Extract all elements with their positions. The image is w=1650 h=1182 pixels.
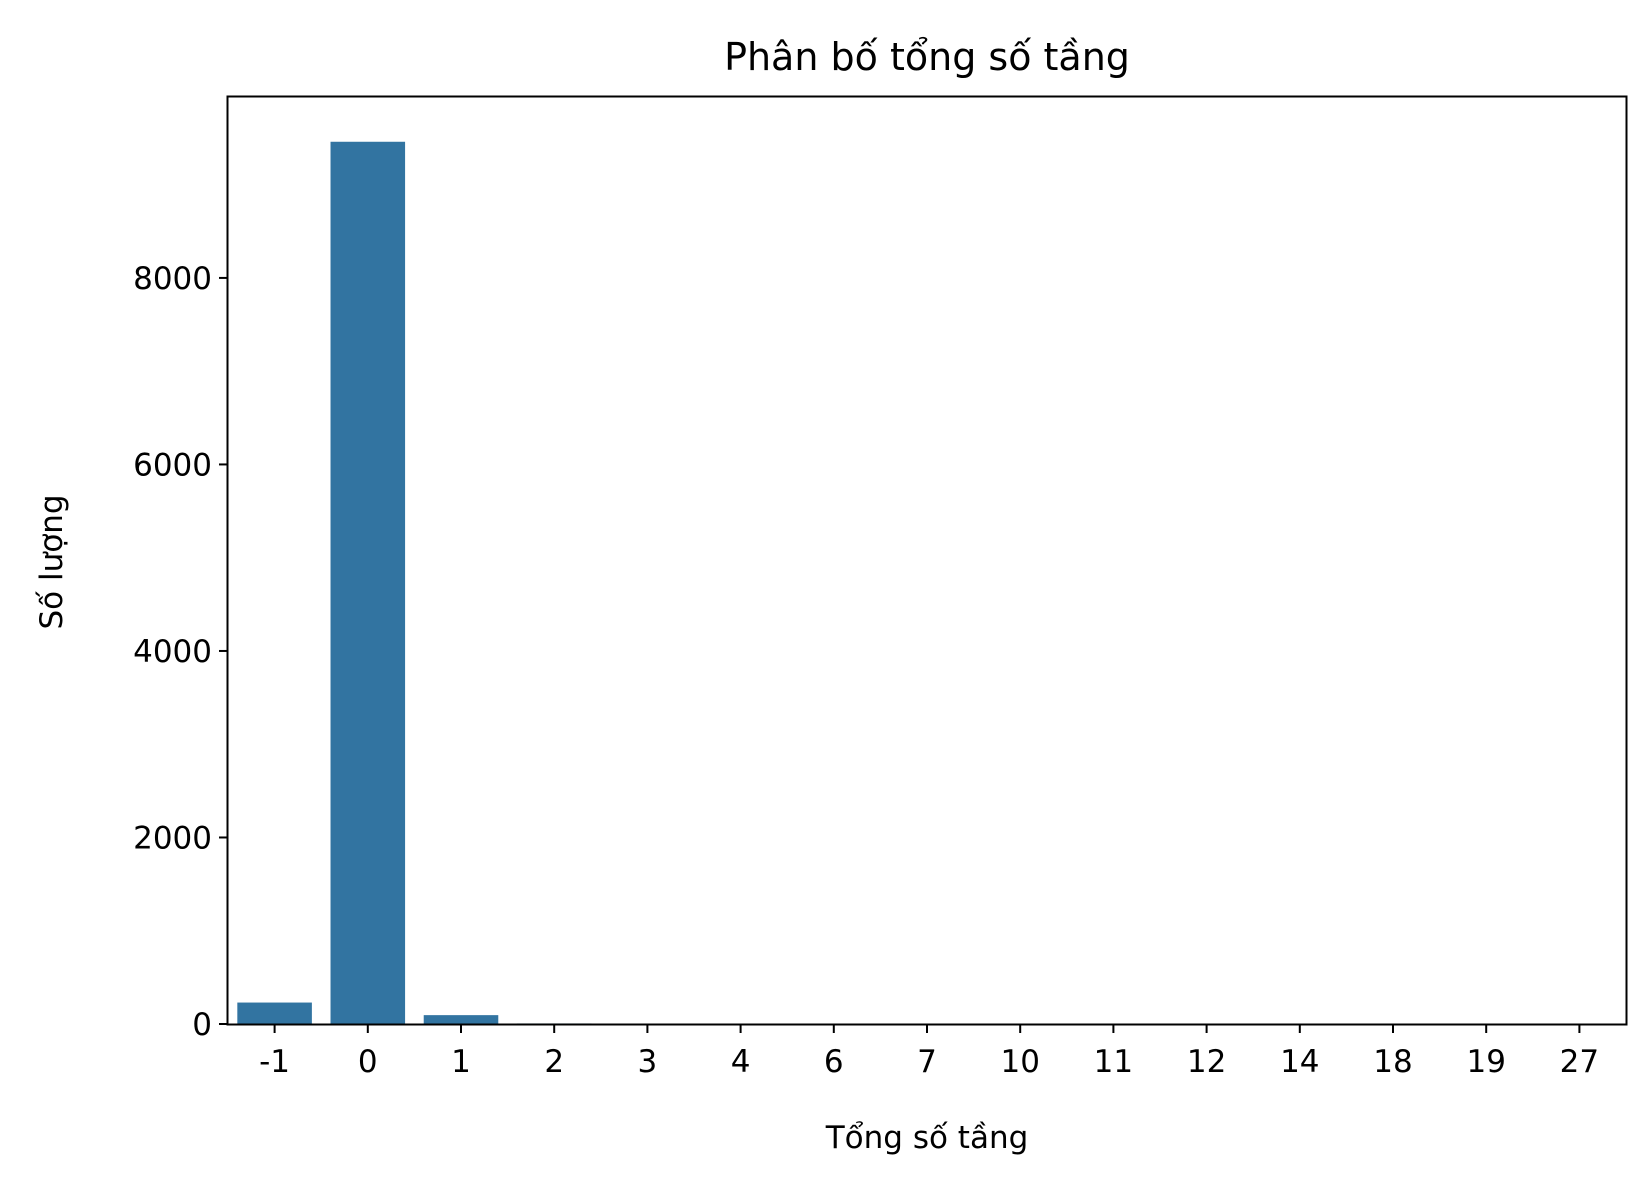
- bar-0: [330, 141, 406, 1024]
- y-tick-label: 4000: [133, 634, 212, 670]
- y-tick-label: 0: [192, 1007, 212, 1043]
- x-tick-label: 11: [1094, 1044, 1133, 1080]
- x-tick-label: 19: [1466, 1044, 1505, 1080]
- x-tick-label: 14: [1280, 1044, 1319, 1080]
- y-axis-ticks: 0 2000 4000 6000 8000: [133, 261, 228, 1043]
- x-tick-label: -1: [259, 1044, 290, 1080]
- bar--1: [237, 1002, 312, 1024]
- bars-group: [237, 141, 1617, 1024]
- bar-1: [423, 1015, 499, 1024]
- y-tick-label: 6000: [133, 447, 212, 483]
- x-tick-label: 12: [1187, 1044, 1226, 1080]
- x-tick-label: 3: [638, 1044, 658, 1080]
- chart-title: Phân bố tổng số tầng: [724, 35, 1130, 79]
- x-tick-label: 27: [1560, 1044, 1599, 1080]
- x-tick-label: 7: [917, 1044, 937, 1080]
- x-tick-label: 18: [1373, 1044, 1412, 1080]
- x-axis-ticks: -1 0 1 2 3 4 6 7 10 11 12 14 18 19 27: [259, 1024, 1599, 1080]
- x-tick-label: 0: [358, 1044, 378, 1080]
- y-tick-label: 2000: [133, 820, 212, 856]
- x-tick-label: 4: [731, 1044, 751, 1080]
- plot-frame: [226, 95, 1628, 1026]
- x-tick-label: 10: [1000, 1044, 1039, 1080]
- y-axis-label: Số lượng: [34, 494, 70, 629]
- x-axis-label: Tổng số tầng: [825, 1120, 1029, 1156]
- x-tick-label: 6: [824, 1044, 844, 1080]
- x-tick-label: 2: [544, 1044, 564, 1080]
- x-tick-label: 1: [451, 1044, 471, 1080]
- y-tick-label: 8000: [133, 261, 212, 297]
